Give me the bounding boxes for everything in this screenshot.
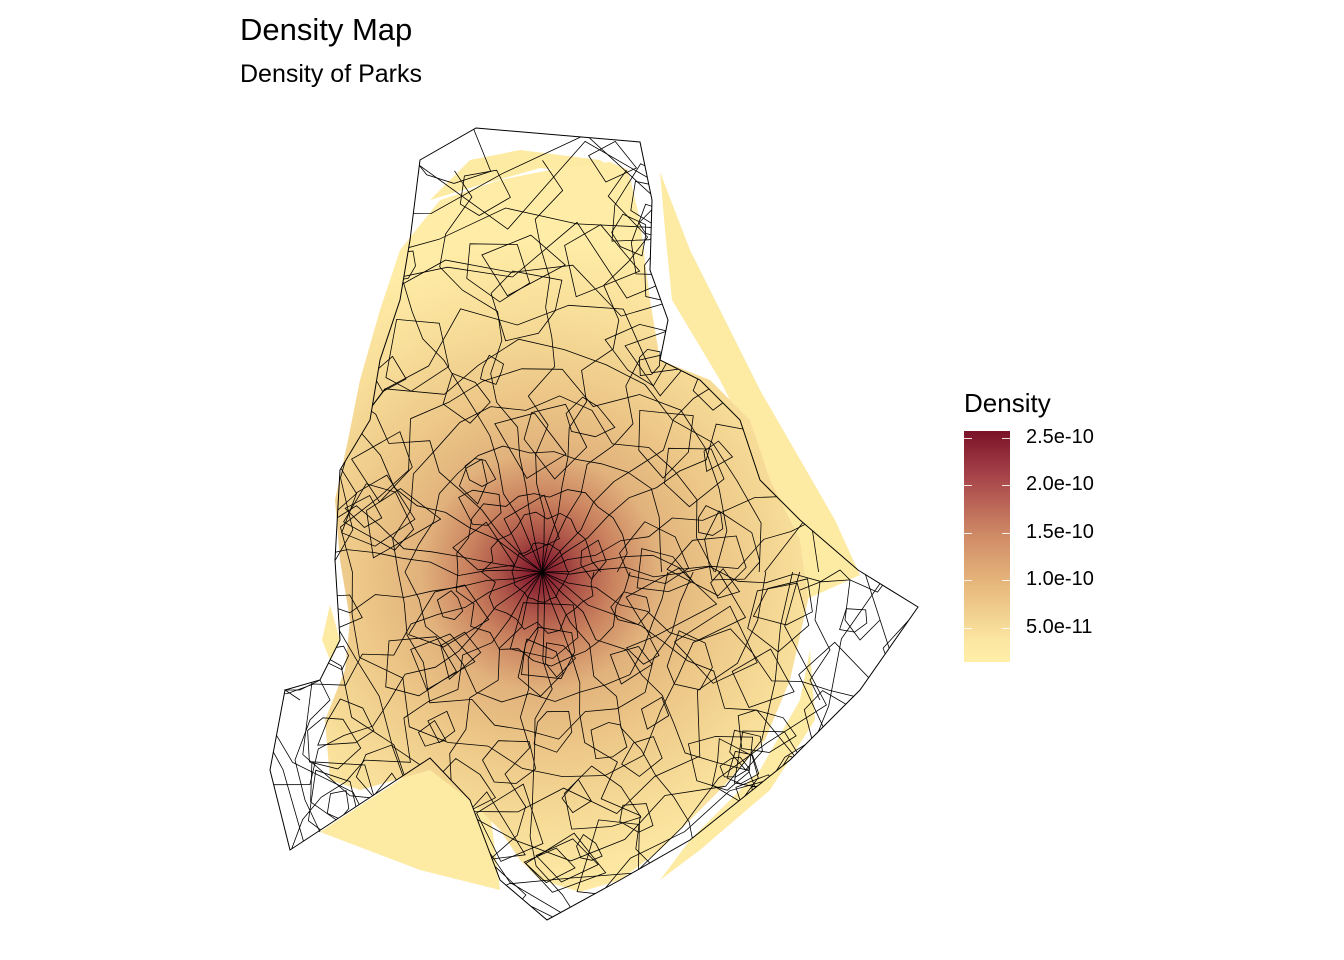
- legend-label: 1.5e-10: [1026, 521, 1094, 543]
- legend-tick: [1002, 580, 1010, 581]
- outer-density-band-north: [430, 150, 630, 200]
- legend-colorbar: [964, 431, 1010, 662]
- outer-density-band-west: [322, 605, 340, 660]
- east-enclave-boundaries: [283, 569, 881, 833]
- legend-tick: [964, 533, 972, 534]
- legend-tick: [1002, 628, 1010, 629]
- density-surface: [320, 150, 860, 892]
- legend-tick: [964, 485, 972, 486]
- legend-tick: [1002, 533, 1010, 534]
- legend-tick: [1002, 438, 1010, 439]
- legend-title: Density: [964, 388, 1051, 418]
- density-core-blob: [325, 162, 808, 892]
- legend-tick: [964, 438, 972, 439]
- outer-density-band-east: [660, 172, 860, 600]
- legend-label: 1.0e-10: [1026, 568, 1094, 590]
- map-title: Density Map: [240, 12, 413, 47]
- legend-label: 5.0e-11: [1026, 616, 1093, 638]
- legend-label: 2.5e-10: [1026, 426, 1094, 448]
- legend-tick: [964, 628, 972, 629]
- outer-density-band-southwest: [320, 760, 500, 890]
- map-subtitle: Density of Parks: [240, 60, 423, 88]
- legend-tick: [964, 580, 972, 581]
- legend-tick: [1002, 485, 1010, 486]
- legend-label: 2.0e-10: [1026, 473, 1094, 495]
